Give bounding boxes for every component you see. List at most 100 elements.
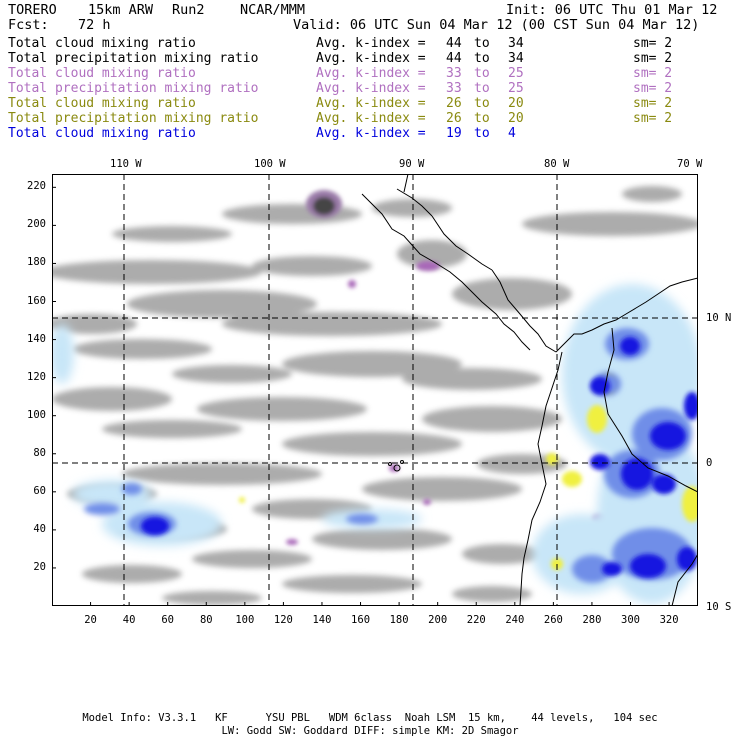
legend-sm: sm= 2 [633, 96, 673, 111]
plot-frame [52, 174, 698, 606]
y-tick-label: 40 [33, 522, 46, 535]
legend-field: Total cloud mixing ratio [8, 96, 196, 111]
legend-field: Total precipitation mixing ratio [8, 51, 259, 66]
x-tick-label: 140 [312, 614, 332, 626]
legend-stat: Avg. k-index = [316, 81, 426, 96]
legend-row: Total precipitation mixing ratio Avg. k-i… [8, 51, 734, 66]
lat-label-10s: 10 S [706, 601, 732, 613]
legend-stat: Avg. k-index = [316, 111, 426, 126]
legend-to: to [474, 81, 490, 96]
lat-lon-grid [52, 174, 698, 606]
axis-ticks [52, 186, 670, 606]
islands [388, 460, 404, 472]
legend-field: Total cloud mixing ratio [8, 66, 196, 81]
fcst-value: 72 h [78, 17, 111, 33]
x-tick-label: 260 [543, 614, 563, 626]
legend-a: 26 [446, 111, 462, 126]
x-tick-label: 180 [389, 614, 409, 626]
legend-sm: sm= 2 [633, 66, 673, 81]
y-tick-label: 120 [27, 370, 46, 383]
cloud-field-gray [52, 186, 698, 605]
y-tick-label: 180 [27, 256, 46, 269]
legend-a: 19 [446, 126, 462, 141]
legend-row: Total cloud mixing ratio Avg. k-index = 19… [8, 126, 734, 141]
model-resolution: 15km ARW [88, 2, 154, 18]
legend-sm: sm= 2 [633, 81, 673, 96]
legend-row: Total cloud mixing ratio Avg. k-index = 33… [8, 66, 734, 81]
legend-to: to [474, 36, 490, 51]
legend-b: 20 [508, 111, 524, 126]
org-label: NCAR/MMM [240, 2, 306, 18]
legend-b: 4 [508, 126, 516, 141]
legend-sm: sm= 2 [633, 36, 673, 51]
model-info-line: Model Info: V3.3.1 KF YSU PBL WDM 6class… [82, 712, 658, 724]
y-tick-label: 80 [33, 446, 46, 459]
legend-to: to [474, 51, 490, 66]
legend-b: 34 [508, 36, 524, 51]
map-plot [52, 174, 698, 606]
legend-stat: Avg. k-index = [316, 126, 426, 141]
lon-label-70w: 70 W [677, 158, 703, 170]
x-tick-label: 320 [659, 614, 679, 626]
legend-stat: Avg. k-index = [316, 51, 426, 66]
run-label: Run2 [172, 2, 205, 18]
y-tick-label: 140 [27, 332, 46, 345]
legend-a: 26 [446, 96, 462, 111]
x-tick-label: 40 [122, 614, 136, 626]
init-time: Init: 06 UTC Thu 01 Mar 12 [506, 2, 718, 18]
x-tick-label: 20 [84, 614, 97, 626]
y-tick-label: 160 [27, 294, 46, 307]
legend-field: Total cloud mixing ratio [8, 126, 196, 141]
lon-label-80w: 80 W [544, 158, 570, 170]
y-tick-label: 220 [27, 180, 46, 193]
lon-label-110w: 110 W [110, 158, 142, 170]
x-tick-label: 60 [161, 614, 175, 626]
x-tick-label: 300 [621, 614, 640, 626]
legend-to: to [474, 96, 490, 111]
legend-b: 25 [508, 81, 524, 96]
x-tick-label: 240 [505, 614, 525, 626]
y-tick-label: 60 [33, 484, 46, 497]
y-tick-label: 200 [27, 218, 46, 231]
legend-row: Total precipitation mixing ratio Avg. k-i… [8, 81, 734, 96]
coastlines [361, 174, 698, 606]
legend-b: 20 [508, 96, 524, 111]
legend-to: to [474, 111, 490, 126]
y-tick-label: 20 [33, 560, 46, 573]
x-tick-label: 200 [428, 614, 448, 626]
legend-row: Total cloud mixing ratio Avg. k-index = 44… [8, 36, 734, 51]
x-tick-label: 280 [582, 614, 602, 626]
legend-to: to [474, 126, 490, 141]
legend-b: 34 [508, 51, 524, 66]
y-tick-label: 100 [27, 408, 46, 421]
legend-sm: sm= 2 [633, 51, 673, 66]
legend-stat: Avg. k-index = [316, 66, 426, 81]
fcst-label: Fcst: [8, 17, 49, 33]
legend-to: to [474, 66, 490, 81]
x-tick-label: 220 [466, 614, 486, 626]
lon-label-90w: 90 W [399, 158, 425, 170]
cloud-field-dark [306, 190, 440, 271]
lat-label-10n: 10 N [706, 312, 732, 324]
legend-row: Total cloud mixing ratio Avg. k-index = 26… [8, 96, 734, 111]
legend-field: Total cloud mixing ratio [8, 36, 196, 51]
legend-field: Total precipitation mixing ratio [8, 81, 259, 96]
lat-label-0: 0 [706, 457, 713, 469]
valid-time: Valid: 06 UTC Sun 04 Mar 12 (00 CST Sun … [293, 17, 700, 33]
x-tick-label: 160 [351, 614, 371, 626]
legend-row: Total precipitation mixing ratio Avg. k-i… [8, 111, 734, 126]
physics-info-line: LW: Godd SW: Goddard DIFF: simple KM: 2D… [221, 725, 519, 737]
legend-stat: Avg. k-index = [316, 36, 426, 51]
lon-label-100w: 100 W [254, 158, 286, 170]
legend-a: 44 [446, 36, 462, 51]
legend-a: 44 [446, 51, 462, 66]
legend-b: 25 [508, 66, 524, 81]
legend-field: Total precipitation mixing ratio [8, 111, 259, 126]
legend-stat: Avg. k-index = [316, 96, 426, 111]
legend-a: 33 [446, 81, 462, 96]
x-tick-label: 120 [273, 614, 293, 626]
x-tick-label: 80 [199, 614, 213, 626]
legend-sm: sm= 2 [633, 111, 673, 126]
x-tick-label: 100 [235, 614, 255, 626]
legend-a: 33 [446, 66, 462, 81]
